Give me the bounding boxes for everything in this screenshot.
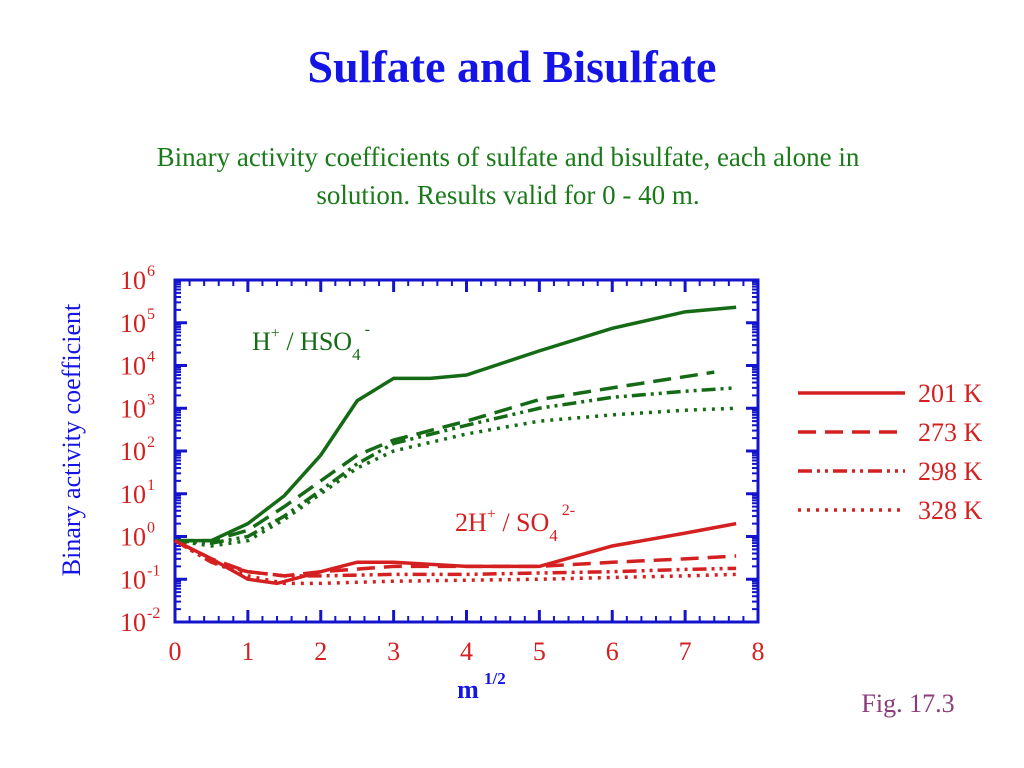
x-tick-label: 2 xyxy=(314,637,327,666)
x-tick-label: 8 xyxy=(752,637,765,666)
subtitle-line: solution. Results valid for 0 - 40 m. xyxy=(316,180,699,210)
legend-label: 201 K xyxy=(918,379,983,408)
x-tick-label: 1 xyxy=(241,637,254,666)
y-tick-label: 10 xyxy=(120,608,146,637)
annotation-part: 4 xyxy=(549,526,558,545)
x-tick-label: 7 xyxy=(679,637,692,666)
annotation-part: H xyxy=(252,327,271,356)
y-tick-exponent: 0 xyxy=(147,520,155,537)
y-tick-exponent: 2 xyxy=(147,434,155,451)
annotation-part: / SO xyxy=(496,508,549,537)
title: Sulfate and Bisulfate xyxy=(308,41,717,92)
y-axis-label: Binary activity coefficient xyxy=(57,303,86,576)
x-tick-label: 5 xyxy=(533,637,546,666)
subtitle-line: Binary activity coefficients of sulfate … xyxy=(157,142,860,172)
y-tick-exponent: 5 xyxy=(147,306,155,323)
figure-label: Fig. 17.3 xyxy=(861,689,954,718)
x-tick-label: 0 xyxy=(169,637,182,666)
y-tick-label: 10 xyxy=(120,565,146,594)
y-tick-exponent: -2 xyxy=(147,605,160,622)
y-tick-label: 10 xyxy=(120,266,146,295)
y-tick-label: 10 xyxy=(120,437,146,466)
annotation: H+ / HSO4- xyxy=(252,321,370,364)
y-tick-label: 10 xyxy=(120,352,146,381)
legend-label: 273 K xyxy=(918,418,983,447)
legend-label: 298 K xyxy=(918,457,983,486)
series-line xyxy=(175,370,715,543)
annotation-part: 2H xyxy=(455,508,487,537)
y-tick-exponent: 6 xyxy=(147,263,155,280)
series-line xyxy=(174,406,737,548)
legend-label: 328 K xyxy=(918,496,983,525)
y-tick-exponent: -1 xyxy=(147,562,160,579)
y-tick-label: 10 xyxy=(120,523,146,552)
x-tick-label: 4 xyxy=(460,637,473,666)
series-line xyxy=(174,539,737,578)
y-tick-label: 10 xyxy=(120,394,146,423)
y-tick-label: 10 xyxy=(120,480,146,509)
x-axis-label-exponent: 1/2 xyxy=(484,669,506,688)
series-line xyxy=(175,305,737,543)
y-tick-label: 10 xyxy=(120,309,146,338)
annotation-part: + xyxy=(487,506,496,523)
series-line xyxy=(174,521,737,586)
y-tick-exponent: 3 xyxy=(147,391,155,408)
x-tick-label: 6 xyxy=(606,637,619,666)
x-tick-label: 3 xyxy=(387,637,400,666)
series-line xyxy=(174,539,737,578)
series-line xyxy=(174,539,737,586)
y-tick-exponent: 1 xyxy=(147,477,155,494)
annotation-part: - xyxy=(365,321,370,338)
annotation-part: 2- xyxy=(562,502,575,519)
annotation-part: / HSO xyxy=(280,327,352,356)
y-tick-exponent: 4 xyxy=(147,349,155,366)
annotation-part: 4 xyxy=(352,345,361,364)
annotation: 2H+ / SO42- xyxy=(455,502,575,545)
annotation-part: + xyxy=(271,325,280,342)
series-line xyxy=(174,386,737,545)
x-axis-label: m xyxy=(457,675,479,704)
